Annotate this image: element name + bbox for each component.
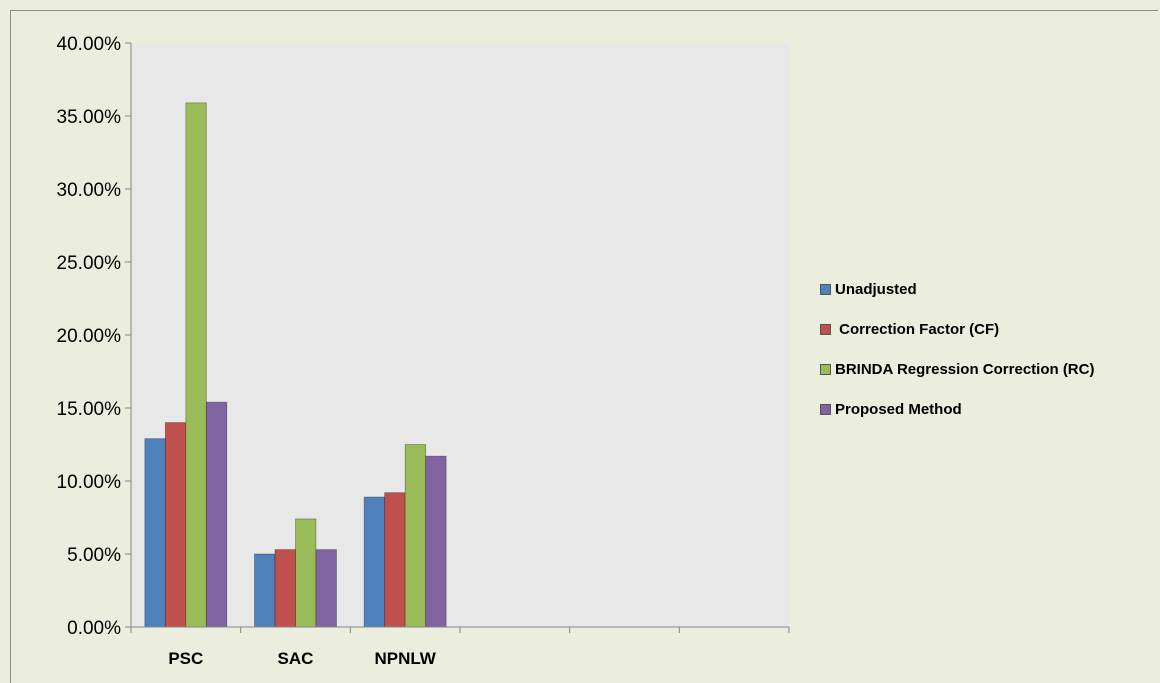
bar	[274, 549, 296, 628]
legend-swatch-brinda-rc	[820, 363, 831, 375]
x-category-label: PSC	[168, 649, 203, 668]
x-ticks-group: PSC SAC NPNLW	[130, 627, 790, 668]
y-tick-label: 10.00%	[57, 472, 122, 493]
legend: Unadjusted Correction Factor (CF) BRINDA…	[820, 280, 1094, 440]
bar	[363, 496, 386, 628]
legend-swatch-proposed-method	[820, 403, 831, 415]
x-category-label: SAC	[278, 649, 314, 668]
bar	[425, 455, 447, 628]
y-tick-label: 20.00%	[57, 326, 122, 347]
y-ticks-group: 0.00% 5.00% 10.00% 15.00% 20.00% 25.00% 30.00%…	[57, 34, 131, 639]
y-tick-label: 35.00%	[57, 107, 122, 128]
y-tick-label: 0.00%	[67, 618, 121, 639]
y-tick-label: 25.00%	[57, 253, 122, 274]
legend-label-proposed-method: Proposed Method	[835, 400, 962, 418]
bar	[315, 549, 337, 628]
legend-item-unadjusted: Unadjusted	[820, 280, 1094, 298]
legend-item-proposed-method: Proposed Method	[820, 400, 1094, 418]
y-tick-label: 30.00%	[57, 180, 122, 201]
bar	[205, 401, 228, 628]
legend-label-correction-factor: Correction Factor (CF)	[835, 320, 1000, 338]
bar	[384, 492, 406, 628]
bar	[185, 102, 207, 628]
bar	[295, 518, 317, 628]
legend-label-unadjusted: Unadjusted	[835, 280, 917, 298]
legend-item-brinda-rc: BRINDA Regression Correction (RC)	[820, 360, 1094, 378]
plot-area	[131, 43, 789, 627]
legend-swatch-correction-factor	[820, 323, 831, 335]
bar	[254, 553, 276, 628]
legend-label-brinda-rc: BRINDA Regression Correction (RC)	[835, 360, 1095, 378]
bar	[404, 444, 427, 628]
chart-frame	[10, 10, 1158, 683]
bar	[164, 422, 187, 628]
y-tick-label: 40.00%	[57, 34, 122, 55]
x-category-label: NPNLW	[374, 649, 436, 668]
bar	[144, 438, 166, 628]
y-tick-label: 5.00%	[67, 545, 121, 566]
legend-item-correction-factor: Correction Factor (CF)	[820, 320, 1094, 338]
legend-swatch-unadjusted	[820, 283, 831, 295]
y-tick-label: 15.00%	[57, 399, 122, 420]
